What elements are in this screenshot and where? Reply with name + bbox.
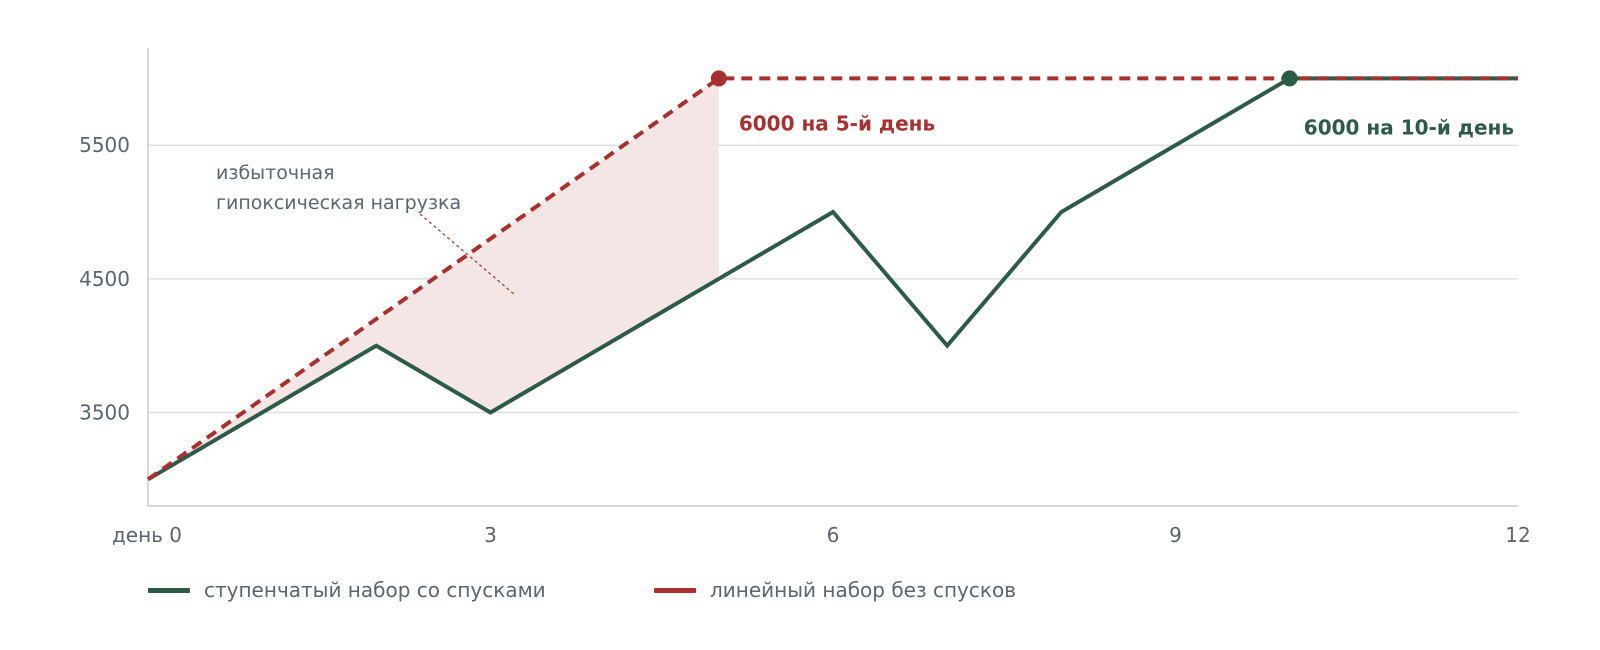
y-tick-label-3500: 3500 <box>79 400 130 424</box>
y-tick-label-4500: 4500 <box>79 267 130 291</box>
x-tick-label-0: день 0 <box>112 523 182 547</box>
axes <box>147 48 1518 507</box>
y-tick-label-5500: 5500 <box>79 133 130 157</box>
legend-swatch-linear <box>654 587 696 593</box>
x-tick-label-3: 3 <box>484 523 497 547</box>
series-linear-line <box>146 76 1518 481</box>
annotation-line-2: гипоксическая нагрузка <box>216 192 461 214</box>
annotation-leader-line <box>419 213 516 296</box>
legend-swatch-stepped <box>148 587 190 593</box>
marker-point-1 <box>1281 70 1298 87</box>
annotation: избыточная гипоксическая нагрузка <box>216 162 516 296</box>
grid <box>148 144 1518 414</box>
x-tick-label-9: 9 <box>1169 523 1182 547</box>
series-layer <box>146 76 1518 482</box>
marker-label-stepped: 6000 на 10-й день <box>1304 115 1514 139</box>
marker-label-linear: 6000 на 5-й день <box>739 111 935 135</box>
series-stepped-line <box>146 76 1518 482</box>
legend-label-stepped: ступенчатый набор со спусками <box>204 578 546 602</box>
legend-item-linear: линейный набор без спусков <box>654 578 1016 602</box>
x-tick-label-6: 6 <box>827 523 840 547</box>
marker-point-0 <box>710 70 727 87</box>
x-tick-label-12: 12 <box>1505 523 1530 547</box>
markers-layer: 6000 на 5-й день 6000 на 10-й день <box>710 70 1514 139</box>
annotation-line-1: избыточная <box>216 162 335 184</box>
legend-item-stepped: ступенчатый набор со спусками <box>148 578 546 602</box>
legend-label-linear: линейный набор без спусков <box>710 578 1016 602</box>
tick-labels: 3500 4500 5500 день 0 3 6 9 12 <box>79 133 1531 547</box>
